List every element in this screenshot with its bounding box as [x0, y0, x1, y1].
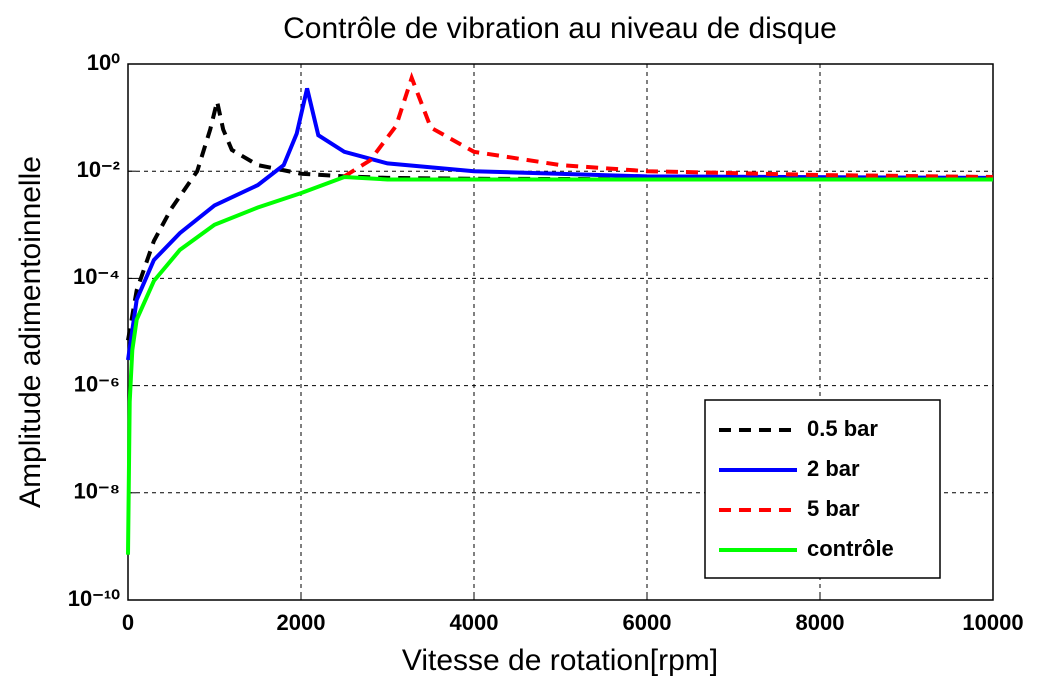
y-tick-label: 10⁻⁶	[74, 371, 120, 396]
legend-label: 2 bar	[807, 456, 860, 481]
x-axis-label: Vitesse de rotation[rpm]	[402, 644, 718, 677]
x-tick-label: 4000	[450, 610, 499, 635]
chart-title: Contrôle de vibration au niveau de disqu…	[283, 12, 837, 45]
y-tick-label: 10⁻⁸	[74, 479, 120, 504]
x-tick-label: 10000	[962, 610, 1023, 635]
y-axis-label: Amplitude adimentoinnelle	[14, 156, 47, 508]
y-tick-label: 10⁻⁴	[73, 264, 120, 289]
y-tick-label: 10⁻²	[77, 157, 120, 182]
x-tick-label: 2000	[277, 610, 326, 635]
series-line	[126, 174, 993, 555]
x-tick-label: 8000	[796, 610, 845, 635]
x-tick-label: 0	[122, 610, 134, 635]
series-line	[126, 87, 994, 361]
legend-label: contrôle	[807, 536, 894, 561]
x-tick-label: 6000	[623, 610, 672, 635]
legend-label: 0.5 bar	[807, 416, 878, 441]
y-tick-label: 10⁰	[87, 50, 120, 75]
legend-label: 5 bar	[807, 496, 860, 521]
series-line	[126, 101, 994, 341]
series-line	[343, 71, 994, 179]
y-tick-label: 10⁻¹⁰	[68, 586, 120, 611]
